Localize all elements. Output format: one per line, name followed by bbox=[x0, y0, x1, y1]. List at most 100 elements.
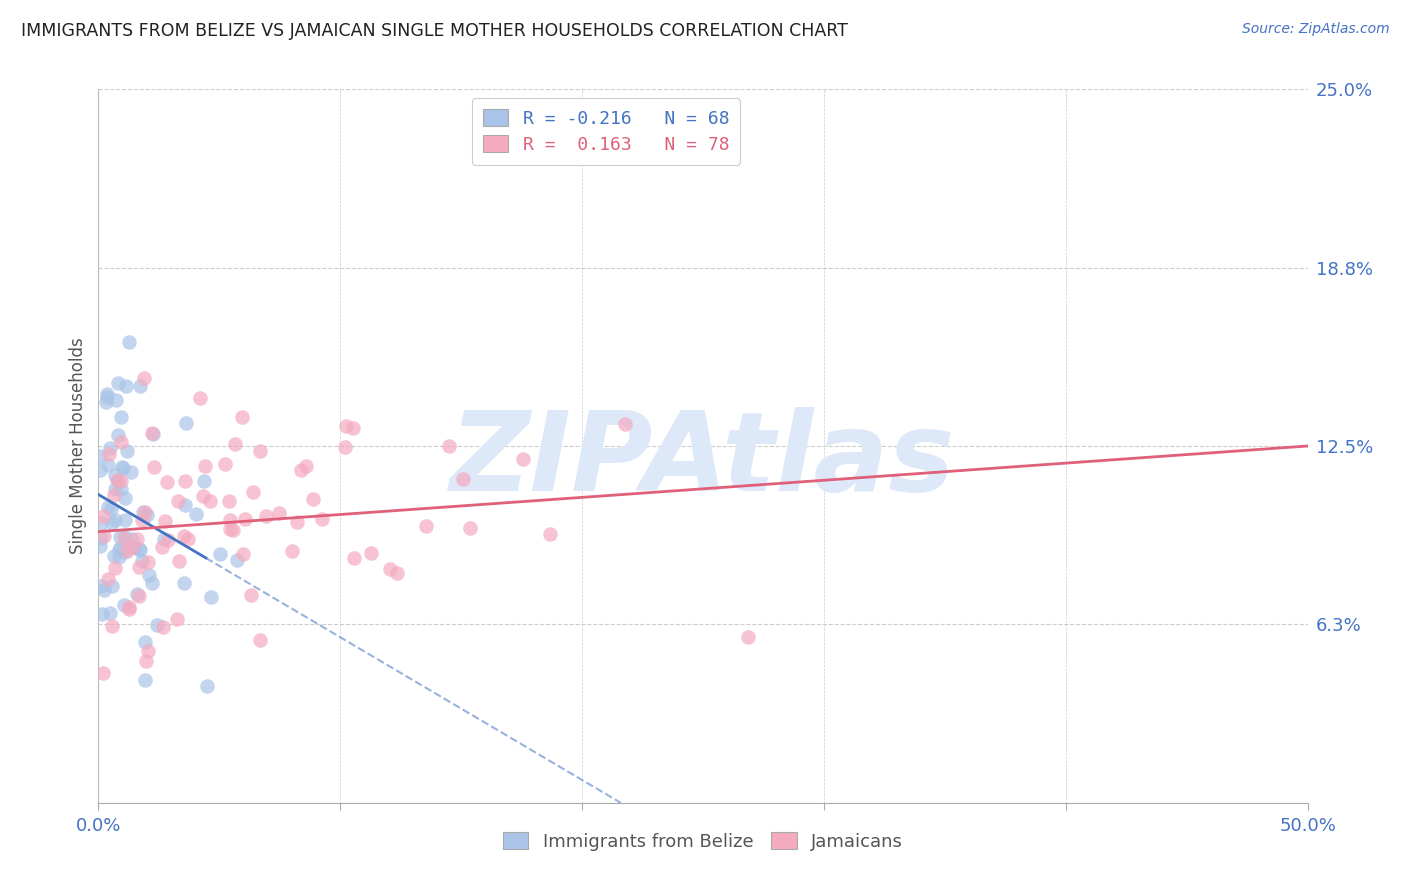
Point bbox=[117, 602, 139, 616]
Point bbox=[153, 532, 176, 546]
Point bbox=[111, 459, 134, 474]
Point bbox=[101, 579, 124, 593]
Point bbox=[110, 474, 132, 488]
Point bbox=[200, 590, 222, 604]
Point bbox=[112, 599, 135, 613]
Point bbox=[93, 582, 115, 597]
Point bbox=[114, 531, 136, 545]
Point bbox=[97, 572, 120, 586]
Point bbox=[118, 599, 141, 614]
Point bbox=[91, 508, 114, 523]
Y-axis label: Single Mother Households: Single Mother Households bbox=[69, 338, 87, 554]
Point bbox=[437, 439, 460, 453]
Point bbox=[94, 395, 117, 409]
Point bbox=[89, 449, 111, 463]
Point bbox=[107, 549, 129, 564]
Point bbox=[101, 516, 124, 530]
Point bbox=[89, 539, 111, 553]
Point bbox=[225, 553, 247, 567]
Point bbox=[115, 379, 138, 393]
Point bbox=[136, 555, 159, 569]
Point bbox=[141, 425, 163, 440]
Point bbox=[107, 376, 129, 390]
Point bbox=[98, 606, 121, 620]
Point bbox=[136, 508, 159, 523]
Text: Source: ZipAtlas.com: Source: ZipAtlas.com bbox=[1241, 22, 1389, 37]
Point bbox=[184, 508, 207, 522]
Point bbox=[311, 512, 333, 526]
Point bbox=[101, 619, 124, 633]
Point bbox=[108, 542, 131, 557]
Point bbox=[360, 546, 382, 560]
Point bbox=[451, 471, 474, 485]
Point bbox=[110, 541, 132, 555]
Point bbox=[218, 513, 240, 527]
Point bbox=[114, 513, 136, 527]
Point bbox=[97, 500, 120, 514]
Point bbox=[249, 443, 271, 458]
Point bbox=[167, 554, 190, 568]
Point bbox=[134, 673, 156, 687]
Point bbox=[142, 459, 165, 474]
Point bbox=[131, 513, 153, 527]
Legend: Immigrants from Belize, Jamaicans: Immigrants from Belize, Jamaicans bbox=[496, 825, 910, 858]
Point bbox=[157, 533, 180, 547]
Point bbox=[104, 561, 127, 575]
Point bbox=[380, 562, 402, 576]
Point bbox=[90, 516, 112, 530]
Point bbox=[110, 530, 132, 544]
Point bbox=[89, 462, 111, 476]
Point bbox=[121, 540, 143, 554]
Point bbox=[538, 526, 561, 541]
Point bbox=[129, 379, 152, 393]
Point bbox=[141, 575, 163, 590]
Point bbox=[285, 516, 308, 530]
Point bbox=[458, 521, 481, 535]
Point bbox=[174, 417, 197, 431]
Point bbox=[91, 665, 114, 680]
Point bbox=[387, 566, 409, 580]
Point bbox=[110, 482, 132, 496]
Point bbox=[221, 524, 243, 538]
Point bbox=[100, 502, 122, 516]
Point bbox=[242, 485, 264, 500]
Point bbox=[107, 474, 129, 488]
Point bbox=[110, 435, 132, 450]
Point bbox=[121, 532, 143, 546]
Point bbox=[125, 532, 148, 546]
Point bbox=[188, 392, 211, 406]
Point bbox=[166, 612, 188, 626]
Point bbox=[231, 548, 253, 562]
Point bbox=[104, 482, 127, 496]
Point bbox=[135, 654, 157, 668]
Point bbox=[117, 544, 139, 558]
Point bbox=[134, 370, 156, 384]
Point bbox=[114, 491, 136, 505]
Point bbox=[124, 541, 146, 555]
Point bbox=[239, 588, 262, 602]
Point bbox=[103, 488, 125, 502]
Text: IMMIGRANTS FROM BELIZE VS JAMAICAN SINGLE MOTHER HOUSEHOLDS CORRELATION CHART: IMMIGRANTS FROM BELIZE VS JAMAICAN SINGL… bbox=[21, 22, 848, 40]
Point bbox=[208, 547, 231, 561]
Point bbox=[142, 427, 165, 442]
Point bbox=[193, 474, 215, 488]
Point bbox=[301, 491, 323, 506]
Point bbox=[281, 543, 304, 558]
Point bbox=[107, 428, 129, 442]
Point bbox=[134, 635, 156, 649]
Point bbox=[267, 506, 290, 520]
Point bbox=[96, 390, 118, 404]
Point bbox=[342, 421, 364, 435]
Point bbox=[415, 518, 437, 533]
Point bbox=[118, 335, 141, 350]
Point bbox=[136, 643, 159, 657]
Point bbox=[128, 542, 150, 557]
Point bbox=[737, 630, 759, 644]
Point bbox=[104, 468, 127, 483]
Point bbox=[174, 474, 197, 488]
Point bbox=[249, 633, 271, 648]
Point bbox=[93, 529, 115, 543]
Point bbox=[333, 441, 356, 455]
Point bbox=[111, 460, 134, 475]
Point bbox=[128, 542, 150, 557]
